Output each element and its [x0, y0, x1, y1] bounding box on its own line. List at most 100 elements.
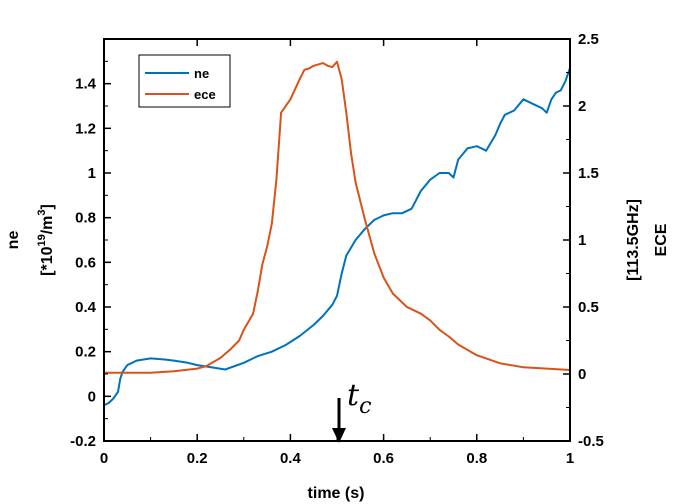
- legend: ne ece: [138, 54, 231, 108]
- series-point-ne: [187, 361, 189, 364]
- series-point-ne: [401, 212, 404, 215]
- series-point-ece: [499, 362, 501, 365]
- series-point-ne: [107, 402, 110, 404]
- series-point-ne: [555, 91, 557, 94]
- series-point-ne: [452, 176, 455, 179]
- series-point-ne: [270, 350, 273, 353]
- y-right-tick-label: 1: [578, 232, 586, 249]
- series-point-ece: [429, 319, 432, 322]
- series-point-ne: [336, 294, 338, 297]
- series-point-ece: [228, 349, 231, 351]
- series-point-ece: [303, 68, 306, 71]
- series-point-ne: [173, 359, 175, 362]
- series-point-ne: [475, 145, 478, 148]
- series-point-ne: [135, 359, 138, 362]
- series-point-ece: [336, 60, 338, 63]
- series-point-ne: [531, 102, 534, 105]
- y-left-tick-label: -0.2: [70, 433, 96, 450]
- tc-label-t: t: [347, 378, 360, 413]
- series-point-ece: [354, 181, 357, 184]
- y-right-label: [113.5GHz] ECE: [625, 199, 670, 281]
- series-point-ece: [326, 64, 329, 67]
- series-point-ece: [196, 367, 199, 370]
- series-point-ne: [322, 315, 324, 317]
- series-point-ne: [354, 239, 357, 241]
- series-point-ece: [252, 312, 255, 315]
- series-point-ne: [392, 212, 394, 215]
- series-point-ece: [447, 335, 450, 338]
- x-axis-label: time (s): [308, 485, 365, 502]
- series-point-ne: [256, 355, 259, 357]
- series-point-ece: [256, 290, 259, 292]
- y-left-tick-label: 0.8: [75, 210, 96, 227]
- series-point-ne: [447, 172, 450, 174]
- series-point-ece: [270, 223, 273, 225]
- series-point-ece: [545, 367, 548, 370]
- y-right-label-line1: [113.5GHz]: [625, 199, 642, 281]
- series-point-ece: [298, 78, 301, 81]
- series-point-ece: [308, 67, 310, 70]
- series-point-ece: [438, 328, 441, 331]
- tc-label: tc: [347, 378, 371, 419]
- y-left-tick-label: 0: [88, 388, 96, 405]
- x-tick-label: 0.8: [466, 450, 487, 467]
- series-point-ne: [196, 364, 199, 366]
- y-right-tick-label: -0.5: [578, 433, 604, 450]
- y-left-label-line1: ne: [5, 231, 22, 250]
- series-point-ece: [406, 306, 408, 308]
- y-right-tick-label: 1.5: [578, 165, 599, 182]
- series-point-ne: [331, 303, 334, 306]
- series-point-ne: [112, 397, 115, 400]
- y-left-unit-mid: /m: [39, 216, 56, 235]
- y-left-label-line2: [*1019/m3]: [36, 204, 56, 276]
- series-point-ece: [364, 219, 366, 221]
- series-point-ece: [373, 252, 376, 255]
- series-point-ece: [475, 354, 478, 357]
- series-point-ece: [266, 245, 268, 248]
- series-point-ece: [219, 357, 222, 359]
- series-point-ne: [564, 80, 567, 83]
- series-point-ne: [545, 111, 548, 114]
- series-point-ece: [242, 328, 245, 331]
- series-point-ne: [126, 364, 129, 366]
- series-point-ne: [541, 107, 543, 110]
- y-right-tick-label: 2: [578, 98, 586, 115]
- series-point-ece: [350, 152, 352, 154]
- series-point-ne: [373, 219, 376, 221]
- y-left-unit-sup2: 3: [36, 209, 48, 215]
- series-point-ne: [119, 377, 122, 380]
- y-left-unit-sup1: 19: [36, 234, 48, 246]
- series-point-ne: [210, 366, 213, 369]
- x-tick-label: 0.2: [187, 450, 208, 467]
- y-left-unit-prefix: [*10: [39, 246, 56, 275]
- series-point-ne: [382, 214, 385, 217]
- tc-label-sub: c: [359, 394, 371, 419]
- series-point-ece: [382, 276, 385, 279]
- series-point-ne: [494, 134, 497, 136]
- series-point-ece: [275, 178, 278, 181]
- series-line-ne: [103, 67, 571, 407]
- y-left-tick-label: 0.2: [75, 344, 96, 361]
- series-point-ne: [340, 272, 343, 275]
- series-point-ece: [280, 111, 282, 114]
- series-point-ece: [420, 312, 422, 315]
- tc-arrow-head: [332, 428, 346, 443]
- y-left-tick-label: 1: [88, 165, 96, 182]
- series-point-ne: [429, 178, 432, 181]
- legend-box: [138, 54, 231, 108]
- legend-ne-label: ne: [194, 66, 209, 81]
- y-left-label: ne [*1019/m3]: [5, 204, 56, 276]
- y-left-tick-label: 1.2: [75, 120, 96, 137]
- series-point-ne: [420, 190, 422, 192]
- series-point-ece: [173, 370, 175, 373]
- series-point-ne: [364, 227, 366, 230]
- y-left-tick-label: 0.6: [75, 254, 96, 271]
- series-point-ne: [466, 147, 469, 150]
- series-point-ne: [550, 98, 553, 101]
- series-point-ne: [163, 358, 166, 361]
- series-point-ne: [117, 391, 119, 393]
- series-point-ne: [480, 147, 483, 150]
- series-point-ne: [298, 335, 301, 337]
- y-left-tick-label: 1.4: [75, 76, 97, 93]
